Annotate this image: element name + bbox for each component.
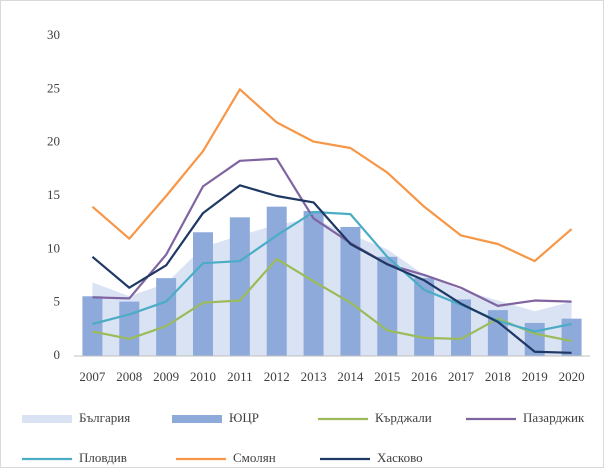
bar (377, 256, 398, 356)
bar (451, 299, 471, 356)
x-tick-label: 2008 (116, 369, 142, 384)
y-tick-label: 20 (47, 134, 60, 149)
x-tick-label: 2007 (79, 369, 106, 384)
x-tick-label: 2014 (337, 369, 364, 384)
x-tick-label: 2020 (559, 369, 585, 384)
legend-label: Кърджали (375, 410, 432, 425)
legend-label: Пазарджик (523, 410, 585, 425)
bar (561, 318, 582, 356)
y-tick-label: 10 (47, 240, 60, 255)
x-tick-label: 2009 (153, 369, 179, 384)
x-tick-label: 2010 (190, 369, 216, 384)
legend-swatch (22, 415, 72, 423)
x-tick-label: 2017 (448, 369, 475, 384)
x-tick-label: 2016 (411, 369, 438, 384)
legend-swatch (172, 415, 222, 423)
bar (229, 217, 250, 356)
bar (340, 226, 361, 356)
legend-label: Хасково (377, 450, 423, 465)
bar (156, 278, 177, 356)
y-tick-label: 15 (47, 187, 60, 202)
line (91, 184, 572, 354)
x-tick-label: 2011 (227, 369, 253, 384)
line (91, 88, 573, 263)
legend-label: Пловдив (79, 450, 127, 465)
line (92, 157, 572, 307)
legend-label: ЮЦР (229, 410, 259, 425)
x-tick-label: 2013 (301, 369, 327, 384)
y-tick-label: 30 (47, 27, 60, 42)
y-tick-label: 5 (54, 294, 61, 309)
x-tick-label: 2012 (264, 369, 290, 384)
bar (303, 210, 324, 356)
y-tick-label: 25 (47, 80, 60, 95)
x-tick-label: 2015 (374, 369, 400, 384)
bar (193, 232, 213, 356)
y-tick-label: 0 (54, 347, 61, 362)
x-tick-label: 2019 (522, 369, 548, 384)
legend-label: Смолян (233, 450, 276, 465)
line (92, 257, 572, 343)
bar (119, 301, 140, 356)
x-tick-label: 2018 (485, 369, 511, 384)
bar (82, 296, 103, 356)
bar (266, 206, 287, 356)
legend-label: България (79, 410, 130, 425)
